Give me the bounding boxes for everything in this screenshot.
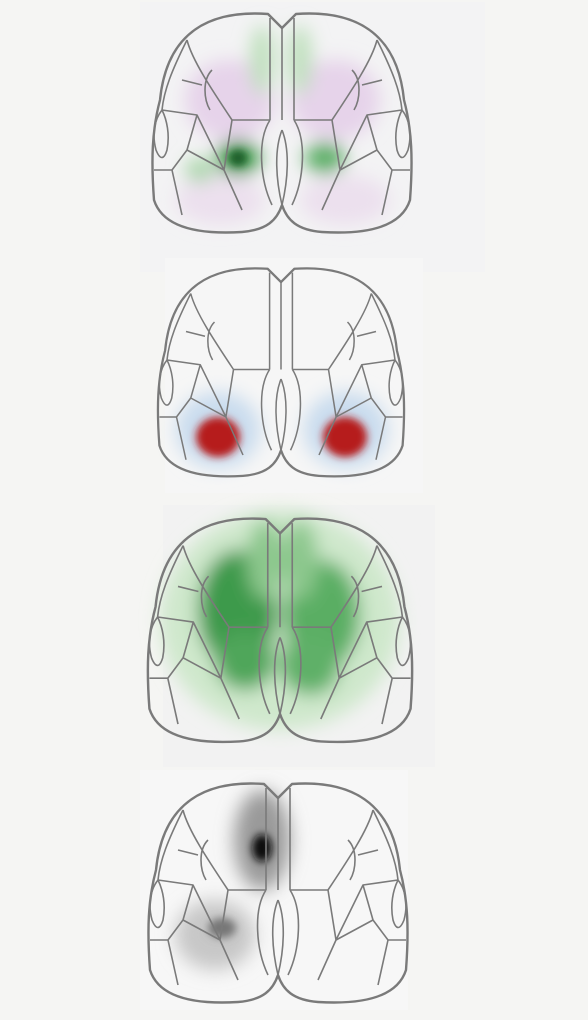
panel-2 [156,258,423,493]
panel-background [140,2,485,272]
panel-4 [140,770,409,1010]
panel-1 [140,2,485,272]
heatmap-peak [229,150,247,166]
panel-3 [146,505,435,767]
heatmap-peak [252,834,272,862]
heatmap-peaks [196,417,367,457]
